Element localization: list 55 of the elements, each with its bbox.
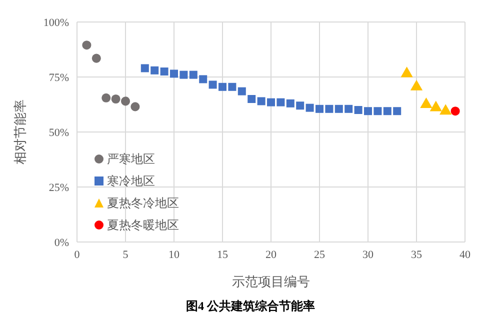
point xyxy=(276,98,285,106)
y-tick-label: 75% xyxy=(48,72,69,84)
point xyxy=(102,93,111,102)
point xyxy=(82,40,92,50)
point xyxy=(344,104,353,113)
y-tick-label: 50% xyxy=(48,126,69,139)
point xyxy=(160,68,168,76)
x-tick-label: 25 xyxy=(314,248,326,261)
point xyxy=(248,95,256,103)
point xyxy=(111,94,120,104)
y-tick-label: 100% xyxy=(43,16,69,29)
point xyxy=(393,107,402,116)
point xyxy=(296,102,304,110)
point xyxy=(189,70,198,79)
legend-label: 寒冷地区 xyxy=(107,172,155,190)
point xyxy=(92,54,101,63)
point xyxy=(286,99,294,108)
point xyxy=(199,75,208,84)
point xyxy=(238,87,246,96)
text: 图4 公共建筑综合节能率 xyxy=(185,298,316,315)
point xyxy=(334,104,343,113)
point xyxy=(257,97,266,106)
point xyxy=(130,102,140,112)
y-tick-label: 25% xyxy=(48,182,69,194)
x-tick-label: 20 xyxy=(266,248,277,261)
point xyxy=(218,82,226,91)
point xyxy=(120,96,130,106)
point xyxy=(383,107,392,116)
point xyxy=(306,104,314,112)
point xyxy=(364,107,372,116)
x-tick-label: 40 xyxy=(460,248,471,261)
point xyxy=(374,107,382,116)
x-tick-label: 15 xyxy=(217,248,228,261)
point xyxy=(450,106,460,116)
point xyxy=(354,106,362,114)
point xyxy=(170,70,178,78)
legend-label: 严寒地区 xyxy=(107,150,155,168)
x-axis-title: 示范项目编号 xyxy=(232,274,310,289)
x-tick-label: 0 xyxy=(74,248,80,261)
legend-label: 夏热冬冷地区 xyxy=(107,194,179,212)
point xyxy=(228,82,236,91)
x-tick-label: 5 xyxy=(122,248,129,261)
point xyxy=(180,70,188,79)
point xyxy=(140,64,149,72)
y-axis-title: 相对节能率 xyxy=(12,100,28,164)
legend-label: 夏热冬暖地区 xyxy=(107,216,179,234)
point xyxy=(316,104,324,113)
x-tick-label: 35 xyxy=(411,248,422,261)
point xyxy=(208,80,217,89)
x-tick-label: 30 xyxy=(362,248,374,261)
point xyxy=(325,104,334,113)
x-tick-label: 10 xyxy=(168,248,180,261)
point xyxy=(150,66,159,74)
y-tick-label: 0% xyxy=(54,236,69,249)
point xyxy=(267,98,275,106)
